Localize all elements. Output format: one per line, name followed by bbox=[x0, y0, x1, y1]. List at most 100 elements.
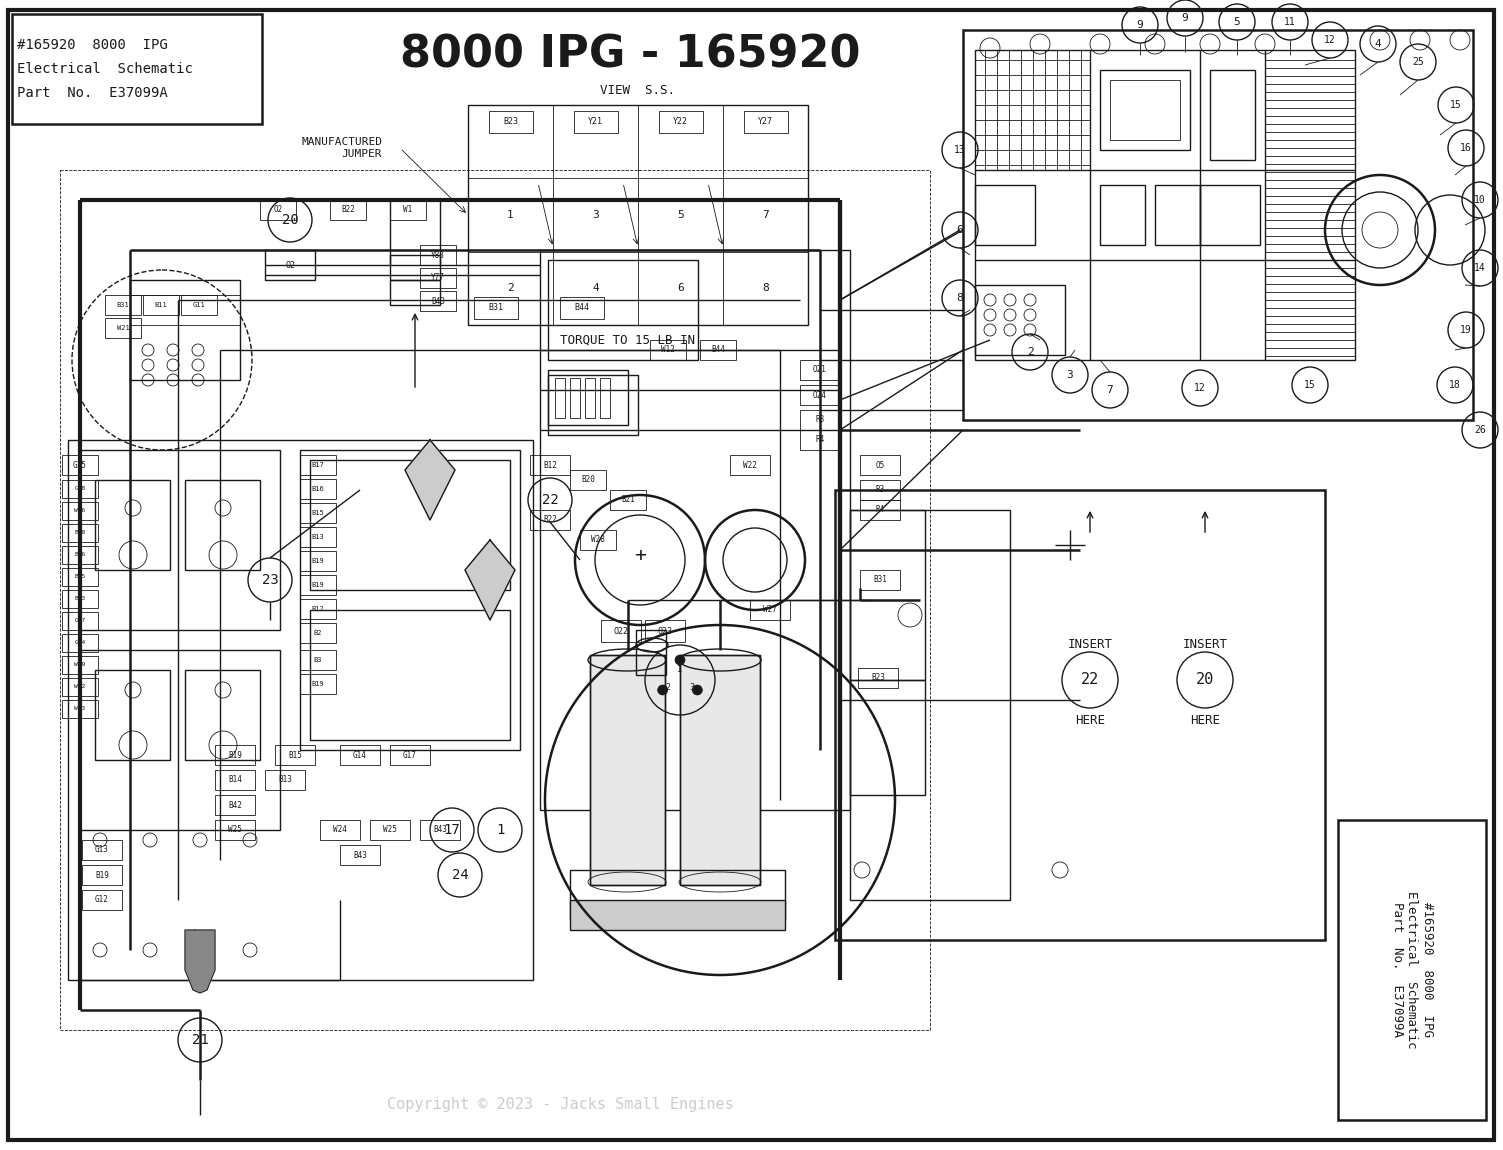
Bar bbox=[531, 455, 570, 475]
Text: 20: 20 bbox=[1196, 673, 1214, 688]
Text: 6: 6 bbox=[956, 225, 963, 235]
Polygon shape bbox=[464, 540, 516, 620]
Bar bbox=[83, 840, 122, 860]
Text: +: + bbox=[634, 545, 646, 565]
Text: G14: G14 bbox=[74, 641, 86, 645]
Bar bbox=[610, 490, 646, 509]
Text: W28: W28 bbox=[591, 536, 604, 544]
Text: W24: W24 bbox=[334, 826, 347, 835]
Bar bbox=[975, 185, 1036, 245]
Text: R4: R4 bbox=[875, 506, 885, 514]
Bar bbox=[310, 460, 510, 590]
Bar bbox=[800, 385, 840, 405]
Text: B19: B19 bbox=[311, 681, 325, 687]
Text: 13: 13 bbox=[954, 145, 966, 155]
Bar bbox=[301, 480, 337, 499]
Text: 5: 5 bbox=[1234, 17, 1240, 26]
Text: 10: 10 bbox=[1474, 196, 1486, 205]
Bar bbox=[730, 455, 770, 475]
Bar bbox=[62, 524, 98, 542]
Bar bbox=[331, 200, 367, 220]
Text: B12: B12 bbox=[543, 460, 558, 469]
Bar bbox=[574, 112, 618, 133]
Bar bbox=[215, 770, 256, 790]
Text: B43: B43 bbox=[353, 851, 367, 859]
Bar bbox=[800, 360, 840, 380]
Text: 16: 16 bbox=[1459, 143, 1471, 153]
Bar bbox=[301, 455, 337, 475]
Bar bbox=[549, 260, 697, 360]
Bar bbox=[95, 670, 170, 760]
Bar bbox=[540, 250, 851, 810]
Bar bbox=[645, 620, 685, 642]
Text: 7: 7 bbox=[1106, 385, 1114, 394]
Bar bbox=[570, 871, 785, 920]
Text: O2: O2 bbox=[274, 206, 283, 215]
Text: O24: O24 bbox=[813, 391, 827, 399]
Bar bbox=[860, 455, 900, 475]
Text: W29: W29 bbox=[74, 662, 86, 667]
Text: O22: O22 bbox=[613, 627, 628, 636]
Text: HERE: HERE bbox=[1075, 713, 1105, 727]
Text: B31: B31 bbox=[873, 575, 887, 584]
Text: MANUFACTURED
JUMPER: MANUFACTURED JUMPER bbox=[301, 137, 382, 159]
Text: 23: 23 bbox=[262, 573, 278, 586]
Text: 8: 8 bbox=[762, 283, 770, 292]
Text: B44: B44 bbox=[574, 304, 589, 313]
Bar bbox=[1100, 185, 1145, 245]
Text: 8: 8 bbox=[956, 293, 963, 302]
Text: W1: W1 bbox=[403, 206, 413, 215]
Text: O23: O23 bbox=[657, 627, 672, 636]
Bar bbox=[301, 551, 337, 572]
Text: G57: G57 bbox=[74, 619, 86, 623]
Text: W22: W22 bbox=[74, 684, 86, 690]
Text: B22: B22 bbox=[341, 206, 355, 215]
Bar bbox=[419, 820, 460, 840]
Bar bbox=[1338, 820, 1486, 1120]
Text: G14: G14 bbox=[353, 751, 367, 759]
Text: 2: 2 bbox=[666, 683, 670, 692]
Text: 8000 IPG - 165920: 8000 IPG - 165920 bbox=[400, 33, 860, 77]
Bar bbox=[62, 590, 98, 608]
Text: 1: 1 bbox=[507, 210, 514, 220]
Text: B20: B20 bbox=[582, 475, 595, 484]
Bar bbox=[60, 170, 930, 1030]
Text: B11: B11 bbox=[155, 302, 167, 308]
Text: G15: G15 bbox=[74, 460, 87, 469]
Bar bbox=[1199, 185, 1260, 245]
Bar bbox=[340, 745, 380, 765]
Bar bbox=[265, 250, 316, 279]
Text: B15: B15 bbox=[289, 751, 302, 759]
Text: 3: 3 bbox=[690, 683, 694, 692]
Bar bbox=[68, 440, 534, 980]
Bar bbox=[750, 600, 791, 620]
Text: B31: B31 bbox=[117, 302, 129, 308]
Circle shape bbox=[693, 685, 702, 695]
Bar bbox=[12, 14, 262, 124]
Bar bbox=[83, 865, 122, 886]
Text: #165920  8000  IPG: #165920 8000 IPG bbox=[17, 38, 168, 52]
Bar bbox=[570, 900, 785, 930]
Text: B19: B19 bbox=[228, 751, 242, 759]
Bar bbox=[1210, 70, 1255, 160]
Text: 1: 1 bbox=[678, 666, 682, 675]
Bar bbox=[591, 656, 664, 886]
Text: R4: R4 bbox=[815, 436, 825, 445]
Polygon shape bbox=[185, 930, 215, 992]
Bar bbox=[62, 503, 98, 520]
Text: Electrical  Schematic: Electrical Schematic bbox=[17, 62, 192, 76]
Text: Y77: Y77 bbox=[431, 274, 445, 283]
Text: Y22: Y22 bbox=[673, 117, 688, 126]
Text: B16: B16 bbox=[311, 486, 325, 492]
Bar bbox=[860, 480, 900, 500]
Text: 22: 22 bbox=[1081, 673, 1099, 688]
Bar bbox=[559, 297, 604, 319]
Bar bbox=[340, 845, 380, 865]
Bar bbox=[105, 319, 141, 338]
Bar bbox=[851, 509, 924, 680]
Text: 18: 18 bbox=[1449, 380, 1461, 390]
Bar bbox=[265, 770, 305, 790]
Text: B44: B44 bbox=[711, 345, 724, 354]
Text: 15: 15 bbox=[1450, 100, 1462, 110]
Text: B42: B42 bbox=[228, 800, 242, 810]
